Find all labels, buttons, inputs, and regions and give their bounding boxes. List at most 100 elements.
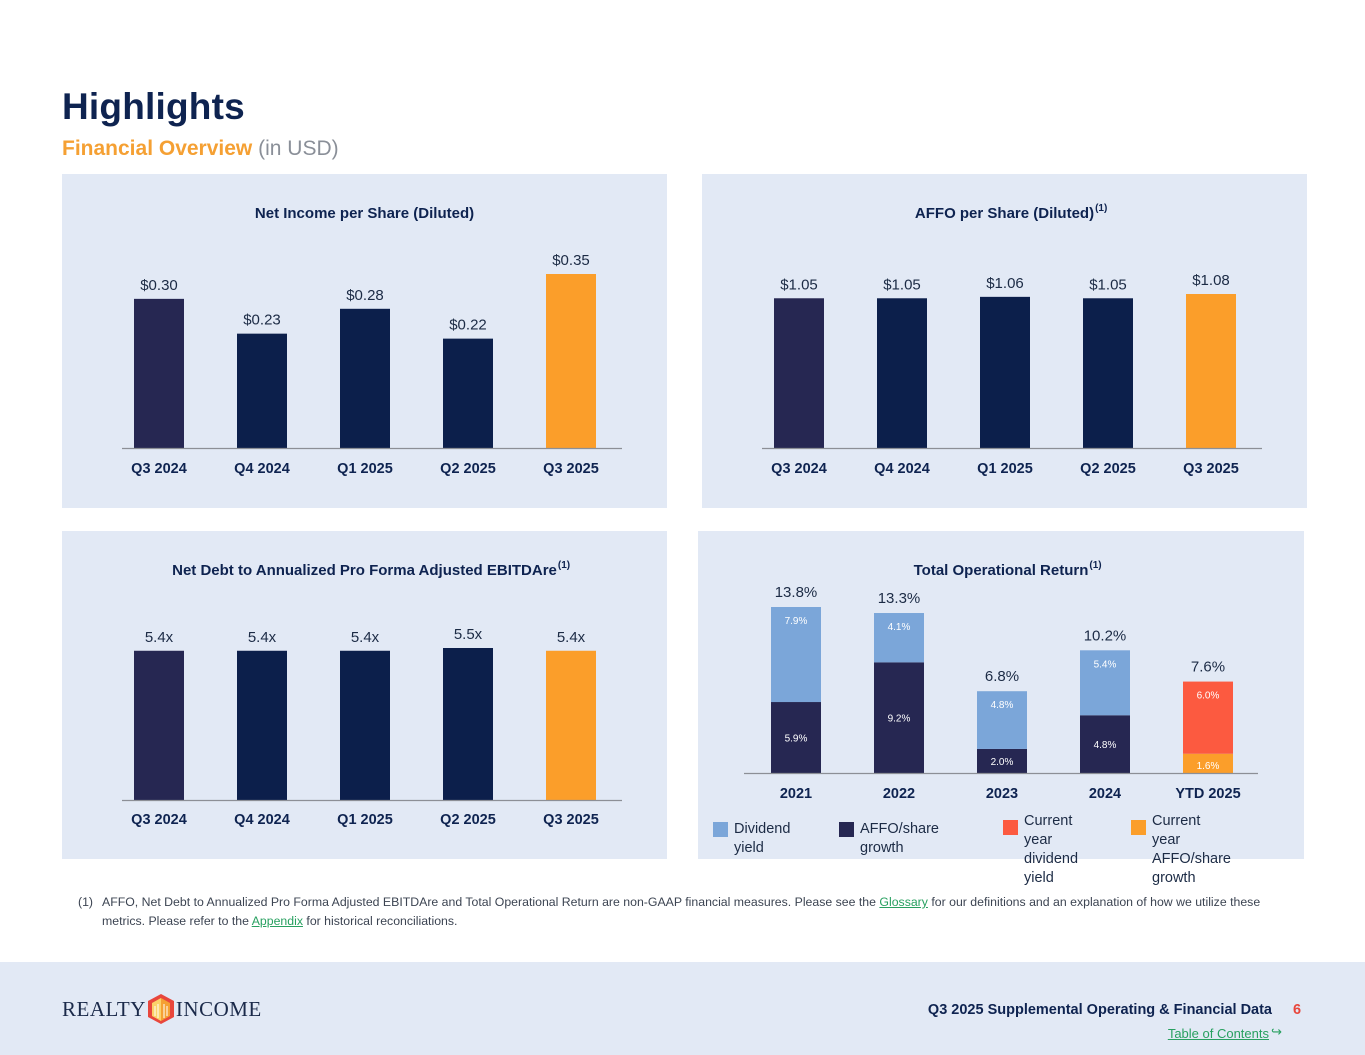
bar [134,650,184,800]
bar [237,333,287,448]
data-label: 5.4x [145,629,174,646]
data-label: 5.4x [351,629,380,646]
bar [340,650,390,800]
page-title: Highlights [62,86,245,127]
total-return-chart: Total Operational Return (1) 5.9% 7.9% 13.8%… [744,560,1258,802]
bar-segment [977,691,1027,749]
category-label: 2024 [1089,786,1121,802]
appendix-link[interactable]: Appendix [251,914,303,928]
bar [546,650,596,800]
category-label: Q3 2025 [543,461,599,477]
legend-label-line2: AFFO/share growth [1152,851,1231,886]
segment-label: 5.9% [785,734,808,745]
footnote-ref: (1) [1095,203,1107,214]
data-label: 5.5x [454,626,483,643]
segment-label: 2.0% [991,757,1014,768]
segment-label: 5.4% [1094,659,1117,670]
legend-label: Current year AFFO/share growth [1152,812,1231,888]
bar [443,338,493,448]
total-label: 7.6% [1191,659,1225,676]
segment-label: 4.1% [888,622,911,633]
bar [443,648,493,800]
category-label: Q3 2025 [1183,461,1239,477]
footnote-ref: (1) [1089,560,1101,571]
total-label: 6.8% [985,668,1019,685]
company-logo: REALTY INCOME [62,992,262,1026]
legend-item-current-affo-growth: Current year AFFO/share growth [1131,812,1231,888]
chart-title: Net Debt to Annualized Pro Forma Adjuste… [172,562,557,579]
chart-title: AFFO per Share (Diluted) [915,205,1094,222]
category-label: Q2 2025 [440,461,496,477]
bar-segment [977,748,1027,773]
footnote-text: for historical reconciliations. [306,914,458,928]
legend-label-line1: Current year [1024,813,1073,848]
category-label: Q4 2024 [874,461,930,477]
subtitle-accent: Financial Overview [62,137,253,160]
data-label: $0.22 [449,317,487,334]
chart-title: Net Income per Share (Diluted) [255,205,474,222]
bar [237,650,287,800]
glossary-link[interactable]: Glossary [879,895,928,909]
data-label: 5.4x [557,629,586,646]
total-label: 13.8% [775,584,818,601]
legend-label: Current year dividend yield [1024,812,1078,888]
category-label: Q1 2025 [337,812,393,828]
logo-text-right: INCOME [175,996,262,1021]
category-label: 2022 [883,786,915,802]
footnote-text: AFFO, Net Debt to Annualized Pro Forma A… [102,895,876,909]
bar-segment [771,702,821,773]
legend-label-line1: Current year [1152,813,1201,848]
table-of-contents-link[interactable]: Table of Contents [1167,1026,1269,1041]
data-label: $1.05 [780,276,818,293]
data-label: $1.05 [883,276,921,293]
bar [774,298,824,448]
data-label: $1.06 [986,275,1024,292]
footnote-ref: (1) [558,560,570,571]
category-label: Q3 2024 [131,812,187,828]
bar-segment [771,607,821,703]
category-label: 2021 [780,786,812,802]
bar-segment [874,662,924,773]
affo-chart: AFFO per Share (Diluted) (1) $1.05 Q3 2024 $… [762,203,1262,477]
segment-label: 9.2% [888,714,911,725]
footnote: (1) AFFO, Net Debt to Annualized Pro For… [78,893,1298,931]
legend-item-dividend-yield: Dividend yield [713,820,790,858]
legend-swatch [1131,820,1146,835]
affo-chart-panel: AFFO per Share (Diluted) (1) $1.05 Q3 2024 $… [702,174,1307,508]
chart-title: Total Operational Return [914,562,1089,579]
legend-label: AFFO/share growth [860,821,939,856]
data-label: $0.35 [552,252,590,269]
bar-segment [1080,715,1130,773]
total-label: 10.2% [1084,627,1127,644]
legend-swatch [839,822,854,837]
total-return-chart-panel: Total Operational Return (1) 5.9% 7.9% 13.8%… [698,531,1304,859]
data-label: $0.23 [243,312,281,329]
document-title: Q3 2025 Supplemental Operating & Financi… [927,1002,1272,1018]
segment-label: 7.9% [785,616,808,627]
page-subtitle: Financial Overview (in USD) [62,137,339,161]
net-debt-chart-panel: Net Debt to Annualized Pro Forma Adjuste… [62,531,667,859]
bar-segment [874,613,924,663]
net-debt-chart: Net Debt to Annualized Pro Forma Adjuste… [122,560,622,828]
return-arrow-icon: ↪ [1271,1024,1282,1039]
category-label: Q1 2025 [337,461,393,477]
segment-label: 1.6% [1197,761,1220,772]
category-label: Q4 2024 [234,461,290,477]
bar [1083,298,1133,448]
bar [1186,294,1236,448]
bar-segment [1183,753,1233,773]
bar-segment [1183,681,1233,754]
category-label: Q3 2025 [543,812,599,828]
logo-text-left: REALTY [62,996,146,1021]
category-label: 2023 [986,786,1018,802]
footnote-text: for our definitions and an explanation o… [102,895,1261,928]
data-label: $1.05 [1089,276,1127,293]
category-label: Q2 2025 [440,812,496,828]
bar [340,308,390,448]
page-number: 6 [1293,1002,1302,1018]
total-label: 13.3% [878,590,921,607]
legend-label-line2: dividend yield [1024,851,1079,886]
category-label: YTD 2025 [1175,786,1240,802]
data-label: $0.30 [140,277,178,294]
data-label: $1.08 [1192,272,1230,289]
